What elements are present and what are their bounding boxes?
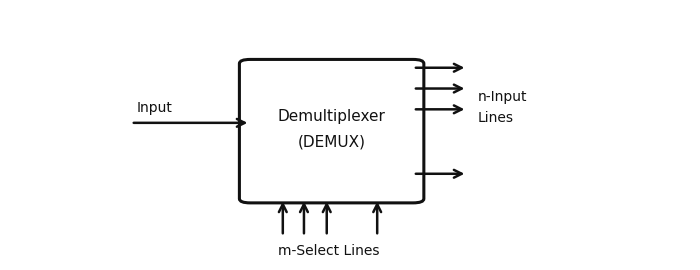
- Text: tutorialspoint: tutorialspoint: [275, 159, 377, 174]
- Text: Lines: Lines: [478, 111, 514, 125]
- Text: (DEMUX): (DEMUX): [298, 134, 365, 149]
- Text: n-Input: n-Input: [478, 90, 528, 104]
- Text: Input: Input: [136, 101, 172, 115]
- Text: m-Select Lines: m-Select Lines: [278, 244, 379, 258]
- FancyBboxPatch shape: [239, 59, 424, 203]
- Text: Demultiplexer: Demultiplexer: [278, 109, 386, 124]
